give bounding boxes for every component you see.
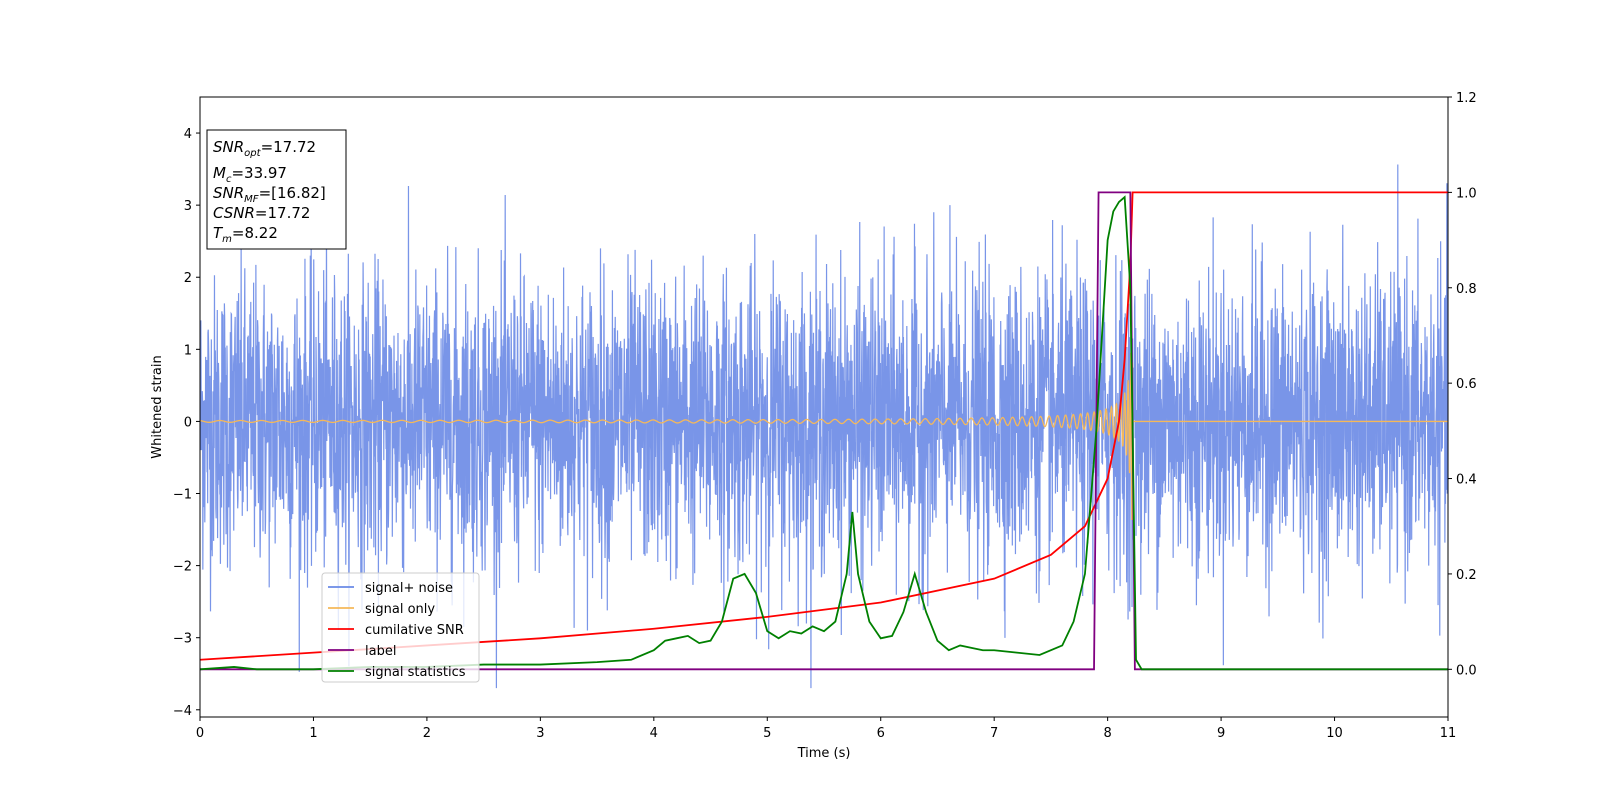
series-signal-statistics: [200, 195, 1448, 671]
x-tick-label: 0: [196, 726, 204, 741]
x-tick-label: 1: [309, 726, 317, 741]
x-tick-label: 10: [1326, 726, 1343, 741]
annotation-snr-opt: SNRopt=17.72: [213, 138, 316, 159]
y-tick-label: 3: [184, 199, 192, 214]
y-tick-label: −1: [173, 488, 192, 503]
legend-label-cumilative-snr: cumilative SNR: [365, 623, 464, 638]
x-tick-label: 8: [1103, 726, 1111, 741]
legend-label-signal-noise: signal+ noise: [365, 581, 453, 596]
y2-tick-label: 1.2: [1456, 91, 1477, 106]
legend-label-signal-statistics: signal statistics: [365, 665, 466, 680]
axes-layer: 0 1 2 3 4 5 6 7 8 9 10 11 −4 −3 −2 −1 0 1 2 3 4 0.0 0.2 0.4 0.6 0…: [173, 91, 1477, 741]
y2-tick-label: 1.0: [1456, 186, 1477, 201]
y2-tick-label: 0.8: [1456, 282, 1477, 297]
y2-tick-label: 0.4: [1456, 473, 1477, 488]
legend-label-signal-only: signal only: [365, 602, 435, 617]
y-tick-label: −2: [173, 560, 192, 575]
legend: signal+ noise signal only cumilative SNR la…: [321, 572, 480, 683]
x-tick-label: 2: [423, 726, 431, 741]
x-tick-label: 11: [1440, 726, 1457, 741]
series-signal-only: [200, 352, 1448, 521]
y-tick-label: −4: [173, 704, 192, 719]
y-tick-label: −3: [173, 632, 192, 647]
x-tick-label: 5: [763, 726, 771, 741]
series-signal-noise: [200, 164, 1448, 689]
y-tick-label: 4: [184, 127, 192, 142]
y-tick-label: 0: [184, 415, 192, 430]
y-axis-label: Whitened strain: [150, 355, 165, 458]
y-tick-label: 1: [184, 343, 192, 358]
y-tick-label: 2: [184, 271, 192, 286]
plot-frame: [199, 96, 1449, 718]
annotation-mc: Mc=33.97: [213, 164, 287, 185]
x-axis-label: Time (s): [797, 746, 851, 761]
annotation-csnr: CSNR=17.72: [213, 204, 310, 222]
legend-label-label: label: [365, 644, 396, 659]
x-tick-label: 7: [990, 726, 998, 741]
x-tick-label: 4: [650, 726, 658, 741]
y2-tick-label: 0.6: [1456, 377, 1477, 392]
y2-tick-label: 0.2: [1456, 568, 1477, 583]
series-layer: [200, 164, 1448, 689]
x-tick-label: 6: [877, 726, 885, 741]
y2-tick-label: 0.0: [1456, 663, 1477, 678]
x-tick-label: 3: [536, 726, 544, 741]
x-tick-label: 9: [1217, 726, 1225, 741]
annotation-snr-mf: SNRMF=[16.82]: [213, 184, 326, 205]
annotation-box: SNRopt=17.72 Mc=33.97 SNRMF=[16.82] CSNR…: [206, 129, 347, 250]
annotation-tm: Tm=8.22: [213, 224, 278, 245]
